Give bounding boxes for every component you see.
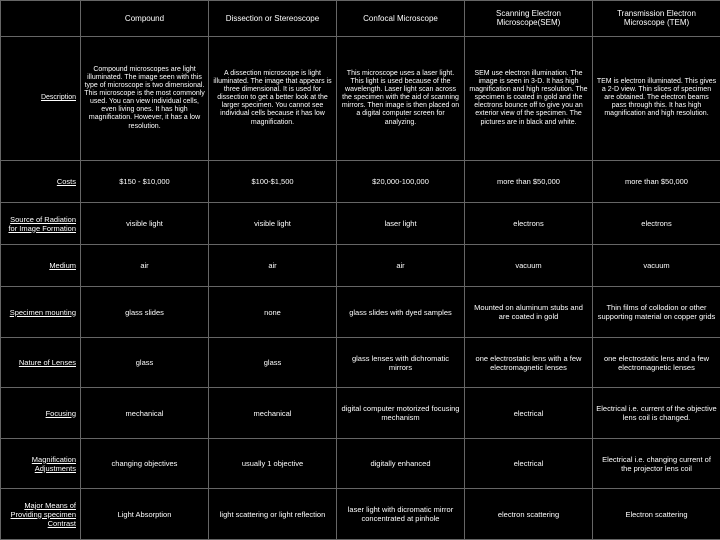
- cell: glass lenses with dichromatic mirrors: [337, 337, 465, 388]
- rowlabel-medium: Medium: [1, 245, 81, 287]
- cell: glass slides: [81, 287, 209, 338]
- cell: TEM is electron illuminated. This gives …: [593, 36, 720, 160]
- row-magnification: Magnification Adjustments changing objec…: [1, 438, 720, 489]
- cell: glass slides with dyed samples: [337, 287, 465, 338]
- cell: none: [209, 287, 337, 338]
- cell: Thin films of collodion or other support…: [593, 287, 720, 338]
- cell: electrons: [593, 203, 720, 245]
- cell: Light Absorption: [81, 489, 209, 540]
- cell: Electron scattering: [593, 489, 720, 540]
- header-confocal: Confocal Microscope: [337, 1, 465, 37]
- cell: air: [209, 245, 337, 287]
- row-radiation: Source of Radiation for Image Formation …: [1, 203, 720, 245]
- rowlabel-mounting: Specimen mounting: [1, 287, 81, 338]
- cell: glass: [209, 337, 337, 388]
- rowlabel-magnification: Magnification Adjustments: [1, 438, 81, 489]
- cell: visible light: [81, 203, 209, 245]
- cell: more than $50,000: [593, 161, 720, 203]
- rowlabel-contrast: Major Means of Providing specimen Contra…: [1, 489, 81, 540]
- cell: air: [337, 245, 465, 287]
- rowlabel-description: Description: [1, 36, 81, 160]
- cell: Electrical i.e. changing current of the …: [593, 438, 720, 489]
- header-blank: [1, 1, 81, 37]
- header-row: Compound Dissection or Stereoscope Confo…: [1, 1, 720, 37]
- cell: SEM use electron illumination. The image…: [465, 36, 593, 160]
- cell: This microscope uses a laser light. This…: [337, 36, 465, 160]
- cell: electrons: [465, 203, 593, 245]
- row-costs: Costs $150 - $10,000 $100-$1,500 $20,000…: [1, 161, 720, 203]
- cell: electrical: [465, 438, 593, 489]
- cell: Mounted on aluminum stubs and are coated…: [465, 287, 593, 338]
- cell: digital computer motorized focusing mech…: [337, 388, 465, 439]
- cell: vacuum: [593, 245, 720, 287]
- rowlabel-lenses: Nature of Lenses: [1, 337, 81, 388]
- cell: laser light with dicromatic mirror conce…: [337, 489, 465, 540]
- cell: more than $50,000: [465, 161, 593, 203]
- cell: $150 - $10,000: [81, 161, 209, 203]
- header-compound: Compound: [81, 1, 209, 37]
- header-sem: Scanning Electron Microscope(SEM): [465, 1, 593, 37]
- row-medium: Medium air air air vacuum vacuum: [1, 245, 720, 287]
- cell: one electrostatic lens with a few electr…: [465, 337, 593, 388]
- cell: usually 1 objective: [209, 438, 337, 489]
- cell: $20,000-100,000: [337, 161, 465, 203]
- cell: mechanical: [81, 388, 209, 439]
- header-tem: Transmission Electron Microscope (TEM): [593, 1, 720, 37]
- rowlabel-radiation: Source of Radiation for Image Formation: [1, 203, 81, 245]
- cell: digitally enhanced: [337, 438, 465, 489]
- rowlabel-focusing: Focusing: [1, 388, 81, 439]
- cell: visible light: [209, 203, 337, 245]
- cell: Compound microscopes are light illuminat…: [81, 36, 209, 160]
- row-description: Description Compound microscopes are lig…: [1, 36, 720, 160]
- row-focusing: Focusing mechanical mechanical digital c…: [1, 388, 720, 439]
- cell: mechanical: [209, 388, 337, 439]
- cell: A dissection microscope is light illumin…: [209, 36, 337, 160]
- cell: electrical: [465, 388, 593, 439]
- cell: light scattering or light reflection: [209, 489, 337, 540]
- row-mounting: Specimen mounting glass slides none glas…: [1, 287, 720, 338]
- rowlabel-costs: Costs: [1, 161, 81, 203]
- cell: one electrostatic lens and a few electro…: [593, 337, 720, 388]
- cell: air: [81, 245, 209, 287]
- header-dissection: Dissection or Stereoscope: [209, 1, 337, 37]
- cell: changing objectives: [81, 438, 209, 489]
- cell: Electrical i.e. current of the objective…: [593, 388, 720, 439]
- row-lenses: Nature of Lenses glass glass glass lense…: [1, 337, 720, 388]
- cell: electron scattering: [465, 489, 593, 540]
- comparison-table: Compound Dissection or Stereoscope Confo…: [0, 0, 720, 540]
- cell: $100-$1,500: [209, 161, 337, 203]
- cell: laser light: [337, 203, 465, 245]
- cell: vacuum: [465, 245, 593, 287]
- row-contrast: Major Means of Providing specimen Contra…: [1, 489, 720, 540]
- cell: glass: [81, 337, 209, 388]
